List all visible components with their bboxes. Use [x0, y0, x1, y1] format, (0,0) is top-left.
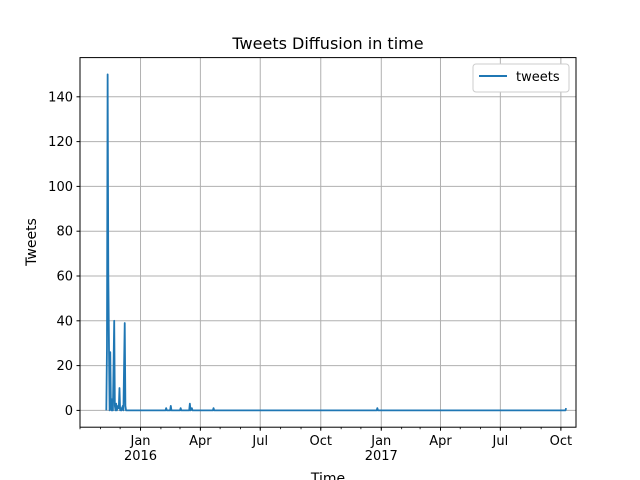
legend-label-tweets: tweets	[516, 70, 560, 85]
y-tick-label: 60	[56, 270, 73, 285]
grid	[80, 57, 576, 428]
x-tick-year-label: 2017	[365, 449, 398, 464]
x-tick-label: Apr	[189, 434, 212, 449]
chart-title: Tweets Diffusion in time	[231, 34, 423, 53]
y-tick-label: 140	[48, 90, 73, 105]
x-tick-label: Oct	[310, 434, 332, 449]
x-tick-label: Oct	[550, 434, 572, 449]
y-tick-label: 120	[48, 135, 73, 150]
x-tick-label: Jan	[129, 434, 150, 449]
y-tick-label: 80	[56, 225, 73, 240]
x-tick-label: Jul	[492, 434, 509, 449]
x-tick-year-label: 2016	[124, 449, 157, 464]
series-line-tweets	[105, 73, 567, 412]
legend: tweets	[472, 63, 570, 93]
x-tick-label: Jan	[370, 434, 391, 449]
y-axis-label: Tweets	[24, 218, 40, 267]
x-tick-label: Apr	[429, 434, 452, 449]
legend-box	[472, 63, 570, 93]
y-tick-label: 20	[56, 359, 73, 374]
x-axis-label: Time	[310, 471, 345, 480]
y-tick-label: 40	[56, 314, 73, 329]
y-tick-label: 100	[48, 180, 73, 195]
plot-frame	[79, 57, 577, 428]
x-tick-label: Jul	[251, 434, 268, 449]
series-lines	[105, 73, 567, 412]
y-tick-label: 0	[65, 404, 73, 419]
